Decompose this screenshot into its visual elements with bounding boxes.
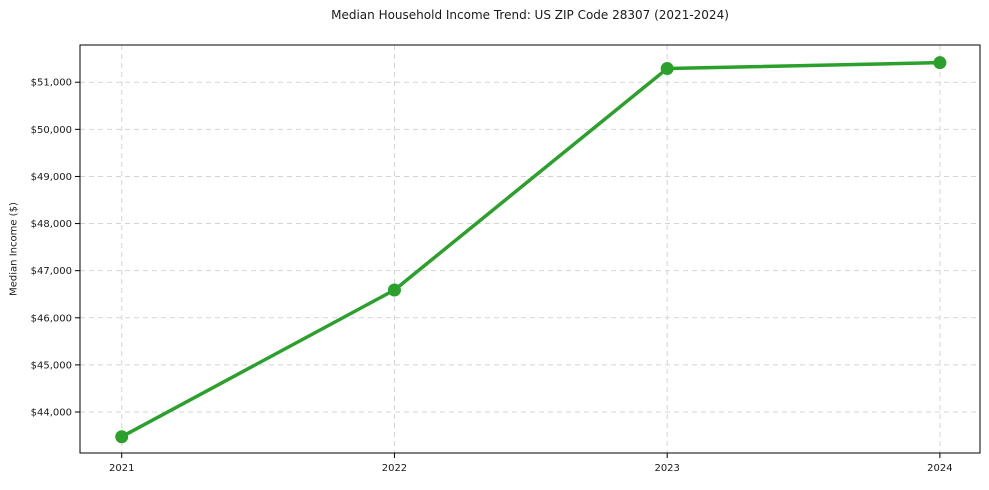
- y-tick-label: $49,000: [31, 172, 72, 183]
- plot-border: [79, 44, 981, 454]
- x-tick-label: 2022: [382, 463, 407, 474]
- y-tick-label: $48,000: [31, 219, 72, 230]
- y-tick-label: $50,000: [31, 125, 72, 136]
- y-tick-label: $51,000: [31, 78, 72, 89]
- data-point-2023: [660, 62, 674, 76]
- y-tick-label: $47,000: [31, 266, 72, 277]
- chart-title: Median Household Income Trend: US ZIP Co…: [331, 8, 729, 22]
- data-point-2024: [933, 56, 947, 70]
- data-point-2021: [115, 430, 129, 444]
- trend-line: [119, 60, 942, 439]
- data-point-2022: [387, 283, 401, 297]
- x-tick-label: 2023: [654, 463, 679, 474]
- y-tick-label: $45,000: [31, 360, 72, 371]
- x-tick-label: 2021: [109, 463, 134, 474]
- y-tick-label: $46,000: [31, 313, 72, 324]
- x-tick-label: 2024: [927, 463, 952, 474]
- y-tick-label: $44,000: [31, 408, 72, 419]
